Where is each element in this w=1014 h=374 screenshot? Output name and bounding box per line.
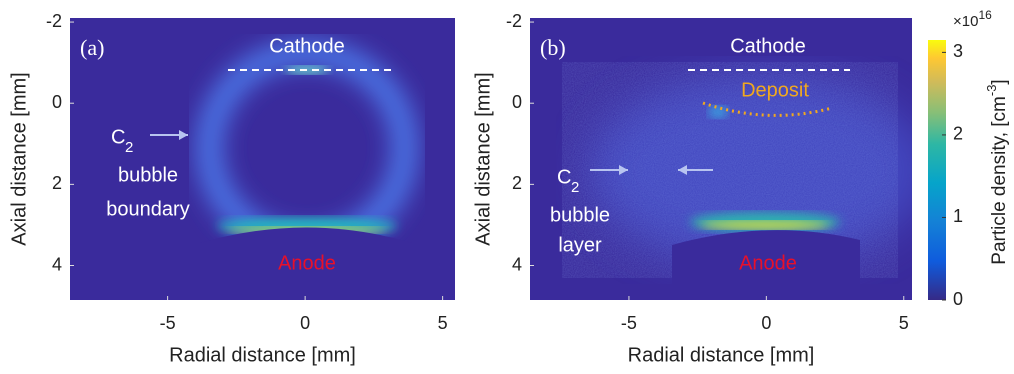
annotation: boundary	[106, 198, 189, 220]
x-tick-label: -5	[160, 313, 176, 333]
annotation: bubble	[550, 204, 610, 226]
annotation: Cathode	[269, 35, 345, 57]
y-tick-label: 2	[52, 173, 62, 193]
annotation: C	[557, 166, 571, 188]
x-tick-label: 5	[438, 313, 448, 333]
heatmap-image	[70, 18, 455, 300]
colorbar-tick-label: 1	[953, 206, 963, 226]
y-axis-label: Axial distance [mm]	[8, 72, 30, 245]
x-tick-label: 0	[761, 313, 771, 333]
colorbar-label: Particle density, [cm-3]	[984, 79, 1010, 264]
annotation: Cathode	[730, 35, 806, 57]
annotation: C	[111, 126, 125, 148]
x-tick-label: 0	[300, 313, 310, 333]
x-tick-label: -5	[621, 313, 637, 333]
colorbar	[928, 40, 946, 300]
y-tick-label: 0	[52, 92, 62, 112]
label-sup: -3	[984, 85, 999, 97]
y-tick-label: 2	[512, 173, 522, 193]
label-main: Particle density, [cm	[989, 96, 1010, 265]
multiplier-exp: 16	[978, 8, 992, 22]
annotation: layer	[558, 234, 602, 256]
y-tick-label: -2	[506, 11, 522, 31]
annotation: 2	[125, 139, 133, 156]
annotation: Anode	[739, 252, 797, 274]
annotation: Deposit	[741, 79, 809, 101]
y-axis-label: Axial distance [mm]	[472, 72, 494, 245]
panel-label: (a)	[80, 35, 104, 60]
y-tick-label: 0	[512, 92, 522, 112]
panel-label: (b)	[540, 35, 566, 60]
colorbar-tick-label: 2	[953, 124, 963, 144]
y-tick-label: 4	[52, 254, 62, 274]
x-axis-label: Radial distance [mm]	[169, 344, 356, 366]
colorbar-multiplier: ×1016	[953, 8, 992, 30]
x-tick-label: 5	[899, 313, 909, 333]
label-end: ]	[989, 79, 1010, 84]
x-axis-label: Radial distance [mm]	[628, 344, 815, 366]
y-tick-label: 4	[512, 254, 522, 274]
figure: -5 0 5 -2 0 2 4 Radial distance [mm] Axial dista…	[0, 0, 1014, 374]
colorbar-tick-label: 3	[953, 41, 963, 61]
colorbar-tick-label: 0	[953, 289, 963, 309]
annotation: 2	[571, 179, 579, 196]
annotation: Anode	[278, 252, 336, 274]
annotation: bubble	[118, 164, 178, 186]
heatmap-image	[530, 18, 930, 300]
y-tick-label: -2	[46, 11, 62, 31]
multiplier-base: ×10	[953, 13, 978, 30]
